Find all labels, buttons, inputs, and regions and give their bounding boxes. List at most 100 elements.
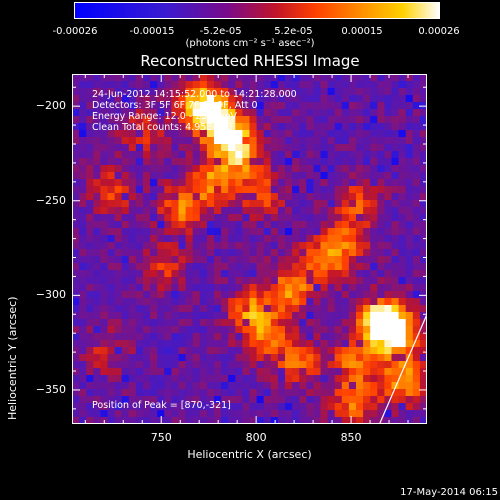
heatmap-cell — [363, 340, 371, 348]
heatmap-cell — [235, 74, 243, 82]
heatmap-cell — [128, 95, 137, 103]
heatmap-cell — [135, 116, 144, 124]
heatmap-cell — [157, 81, 165, 89]
heatmap-cell — [341, 172, 350, 180]
heatmap-cell — [192, 291, 201, 299]
x-tick-label: 800 — [245, 431, 267, 444]
heatmap-cell — [228, 221, 236, 229]
heatmap-cell — [327, 263, 336, 271]
heatmap-cell — [143, 109, 151, 117]
heatmap-cell — [249, 172, 257, 180]
heatmap-cell — [320, 270, 328, 278]
heatmap-cell — [242, 396, 250, 404]
heatmap-cell — [334, 123, 343, 131]
heatmap-cell — [356, 102, 364, 110]
heatmap-cell — [150, 172, 158, 180]
heatmap-cell — [178, 375, 186, 383]
heatmap-cell — [178, 256, 186, 264]
heatmap-cell — [221, 256, 229, 264]
heatmap-cell — [285, 123, 293, 131]
heatmap-cell — [341, 214, 350, 222]
heatmap-cell — [249, 228, 257, 236]
heatmap-cell — [270, 361, 279, 369]
heatmap-cell — [377, 179, 385, 187]
heatmap-cell — [405, 235, 414, 243]
heatmap-cell — [221, 88, 229, 96]
heatmap-cell — [221, 298, 229, 306]
heatmap-cell — [299, 95, 307, 103]
heatmap-cell — [178, 347, 186, 355]
heatmap-cell — [249, 270, 257, 278]
heatmap-cell — [341, 396, 350, 404]
heatmap-cell — [419, 396, 427, 404]
heatmap-cell — [214, 298, 222, 306]
heatmap-cell — [242, 228, 250, 236]
heatmap-cell — [121, 200, 130, 208]
heatmap-cell — [157, 410, 165, 418]
heatmap-cell — [86, 375, 94, 383]
heatmap-cell — [235, 410, 243, 418]
heatmap-cell — [107, 368, 115, 376]
heatmap-cell — [143, 214, 151, 222]
heatmap-cell — [199, 284, 208, 292]
heatmap-cell — [100, 284, 108, 292]
heatmap-cell — [171, 417, 179, 424]
heatmap-cell — [178, 165, 186, 173]
heatmap-cell — [178, 151, 186, 159]
heatmap-cell — [263, 410, 272, 418]
heatmap-cell — [391, 249, 399, 257]
heatmap-cell — [221, 410, 229, 418]
heatmap-cell — [249, 354, 257, 362]
heatmap-cell — [157, 382, 165, 390]
heatmap-cell — [135, 326, 144, 334]
heatmap-cell — [171, 361, 179, 369]
heatmap-cell — [86, 305, 94, 313]
heatmap-cell — [150, 109, 158, 117]
heatmap-cell — [405, 382, 414, 390]
heatmap-cell — [285, 95, 293, 103]
heatmap-cell — [185, 368, 194, 376]
heatmap-cell — [370, 116, 378, 124]
heatmap-cell — [185, 340, 194, 348]
heatmap-cell — [171, 305, 179, 313]
heatmap-cell — [249, 207, 257, 215]
heatmap-cell — [72, 263, 80, 271]
heatmap-cell — [363, 151, 371, 159]
heatmap-cell — [391, 186, 399, 194]
heatmap-cell — [377, 109, 385, 117]
heatmap-cell — [150, 193, 158, 201]
heatmap-cell — [377, 354, 385, 362]
heatmap-cell — [391, 179, 399, 187]
heatmap-cell — [214, 102, 222, 110]
heatmap-cell — [164, 319, 172, 327]
heatmap-cell — [370, 298, 378, 306]
heatmap-cell — [72, 249, 80, 257]
heatmap-cell — [292, 375, 300, 383]
heatmap-cell — [171, 95, 179, 103]
heatmap-cell — [221, 347, 229, 355]
heatmap-cell — [419, 270, 427, 278]
heatmap-cell — [398, 417, 407, 424]
heatmap-cell — [419, 256, 427, 264]
heatmap-cell — [199, 151, 208, 159]
heatmap-cell — [277, 340, 286, 348]
heatmap-cell — [114, 165, 123, 173]
heatmap-cell — [214, 368, 222, 376]
heatmap-cell — [93, 158, 101, 166]
heatmap-cell — [100, 95, 108, 103]
heatmap-cell — [370, 200, 378, 208]
heatmap-cell — [334, 382, 343, 390]
heatmap-cell — [419, 249, 427, 257]
heatmap-cell — [306, 284, 314, 292]
heatmap-cell — [128, 81, 137, 89]
heatmap-cell — [356, 228, 364, 236]
heatmap-cell — [114, 95, 123, 103]
heatmap-cell — [79, 109, 87, 117]
heatmap-cell — [419, 74, 427, 82]
heatmap-cell — [93, 263, 101, 271]
heatmap-cell — [377, 172, 385, 180]
heatmap-cell — [242, 200, 250, 208]
heatmap-cell — [256, 81, 265, 89]
heatmap-cell — [285, 221, 293, 229]
heatmap-cell — [121, 410, 130, 418]
